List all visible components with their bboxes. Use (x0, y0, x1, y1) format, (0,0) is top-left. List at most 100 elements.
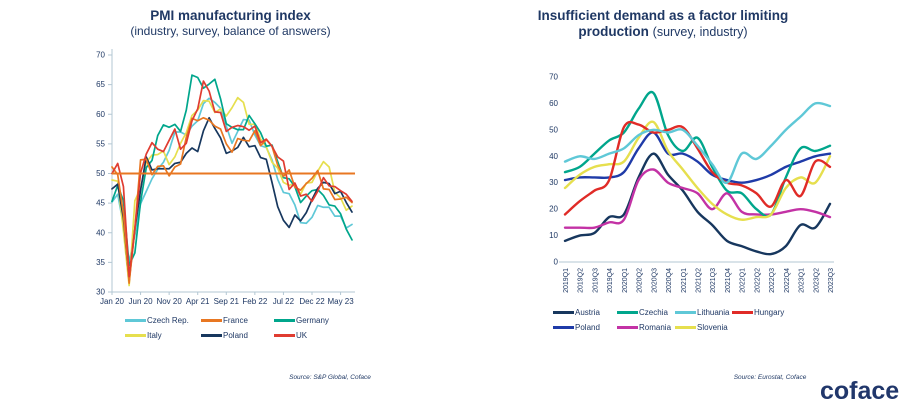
x-tick-label: 2020Q3 (651, 268, 658, 293)
legend-swatch (274, 319, 295, 322)
series-line-czech-rep- (111, 97, 353, 263)
legend-item-lithuania: Lithuania (675, 308, 732, 317)
x-tick-label: 2019Q4 (607, 268, 614, 293)
y-tick-label: 60 (96, 110, 105, 119)
legend-item-austria: Austria (553, 308, 617, 317)
pmi-line-chart: 30 35 40 45 50 55 60 65 70 Jan 20 Jun 20 Nov 20 Apr … (96, 49, 355, 306)
series-line-czechia (563, 90, 832, 218)
legend-swatch (675, 326, 696, 329)
x-tick-label: Sep 21 (214, 297, 240, 306)
series-line-slovenia (563, 120, 832, 221)
legend-swatch (125, 319, 146, 322)
demand-chart-title-line1: Insufficient demand as a factor limiting (537, 8, 789, 23)
series-line-hungary (563, 120, 832, 216)
y-tick-label: 40 (549, 152, 558, 161)
legend-item-slovenia: Slovenia (675, 323, 732, 332)
legend-swatch (617, 311, 638, 314)
legend-label: Germany (296, 316, 329, 325)
demand-chart-source: Source: Eurostat, Coface (733, 374, 807, 381)
y-tick-label: 20 (549, 205, 558, 214)
demand-chart-title-line2: production (survey, industry) (483, 24, 843, 40)
legend-swatch (201, 334, 222, 337)
legend-label: Czech Rep. (147, 316, 189, 325)
pmi-chart-title-block: PMI manufacturing index (industry, surve… (78, 8, 383, 38)
legend-label: Hungary (754, 308, 785, 317)
legend-item-france: France (201, 316, 274, 325)
y-tick-label: 65 (96, 80, 105, 89)
legend-swatch (675, 311, 696, 314)
y-tick-label: 35 (96, 258, 105, 267)
x-tick-label: 2020Q4 (666, 268, 673, 293)
y-tick-label: 0 (554, 258, 559, 267)
series-line-lithuania (563, 101, 832, 184)
series-line-romania (563, 168, 832, 230)
x-tick-label: 2023Q1 (799, 268, 806, 293)
series-line-poland (563, 131, 832, 184)
pmi-chart-title: PMI manufacturing index (150, 8, 311, 23)
legend-swatch (125, 334, 146, 337)
x-tick-label: 2022Q3 (769, 268, 776, 293)
x-tick-label: Jul 22 (273, 297, 295, 306)
x-tick-label: Feb 22 (242, 297, 267, 306)
legend-label: Slovenia (697, 323, 728, 332)
x-tick-label: Jun 20 (129, 297, 154, 306)
pmi-chart-subtitle: (industry, survey, balance of answers) (130, 24, 331, 38)
y-tick-label: 45 (96, 199, 105, 208)
legend-item-czechia: Czechia (617, 308, 675, 317)
x-tick-label: 2023Q2 (813, 268, 820, 293)
legend-label: Czechia (639, 308, 668, 317)
legend-swatch (274, 334, 295, 337)
y-tick-label: 50 (549, 125, 558, 134)
demand-chart-title-line2-bold: production (578, 24, 649, 39)
legend-swatch (732, 311, 753, 314)
legend-item-poland: Poland (553, 323, 617, 332)
series-line-uk (111, 80, 353, 278)
demand-line-chart: 0 10 20 30 40 50 60 70 2019Q1 2019Q2 2019Q3 2019Q4 2… (549, 73, 835, 293)
x-tick-label: 2021Q1 (681, 268, 688, 293)
x-tick-label: 2022Q2 (754, 268, 761, 293)
x-tick-label: 2023Q3 (828, 268, 835, 293)
x-tick-label: 2019Q3 (592, 268, 599, 293)
legend-label: Poland (223, 331, 248, 340)
y-tick-label: 50 (96, 169, 105, 178)
series-line-france (111, 116, 353, 284)
coface-logo: coface (820, 377, 900, 405)
legend-item-poland: Poland (201, 331, 274, 340)
legend-label: France (223, 316, 248, 325)
x-tick-label: Nov 20 (156, 297, 182, 306)
pmi-chart-legend: Czech Rep. France Germany Italy Poland UK (125, 316, 374, 340)
legend-item-czech-rep-: Czech Rep. (125, 316, 201, 325)
x-tick-label: 2022Q1 (740, 268, 747, 293)
legend-label: UK (296, 331, 308, 340)
x-tick-label: 2020Q1 (622, 268, 629, 293)
x-tick-label: 2021Q2 (696, 268, 703, 293)
y-tick-label: 60 (549, 99, 558, 108)
y-tick-label: 55 (96, 139, 105, 148)
x-tick-label: Apr 21 (186, 297, 210, 306)
demand-chart-title-block: Insufficient demand as a factor limiting… (483, 8, 843, 40)
x-tick-label: May 23 (327, 297, 354, 306)
legend-item-germany: Germany (274, 316, 374, 325)
legend-label: Poland (575, 323, 600, 332)
demand-chart-legend: Austria Czechia Lithuania Hungary Poland Roma… (553, 308, 804, 332)
legend-item-uk: UK (274, 331, 374, 340)
series-line-italy (111, 96, 353, 287)
pmi-chart-source: Source: S&P Global, Coface (289, 374, 371, 381)
legend-swatch (553, 326, 574, 329)
x-tick-label: 2022Q4 (784, 268, 791, 293)
legend-item-italy: Italy (125, 331, 201, 340)
legend-label: Italy (147, 331, 162, 340)
y-tick-label: 70 (96, 51, 105, 60)
legend-swatch (201, 319, 222, 322)
x-tick-label: Dec 22 (299, 297, 325, 306)
legend-swatch (553, 311, 574, 314)
x-tick-label: 2021Q3 (710, 268, 717, 293)
legend-item-romania: Romania (617, 323, 675, 332)
y-tick-label: 40 (96, 228, 105, 237)
y-tick-label: 10 (549, 231, 558, 240)
legend-label: Lithuania (697, 308, 730, 317)
y-tick-label: 30 (96, 288, 105, 297)
x-tick-label: Jan 20 (100, 297, 125, 306)
demand-chart-subtitle: (survey, industry) (652, 25, 748, 39)
legend-item-hungary: Hungary (732, 308, 804, 317)
